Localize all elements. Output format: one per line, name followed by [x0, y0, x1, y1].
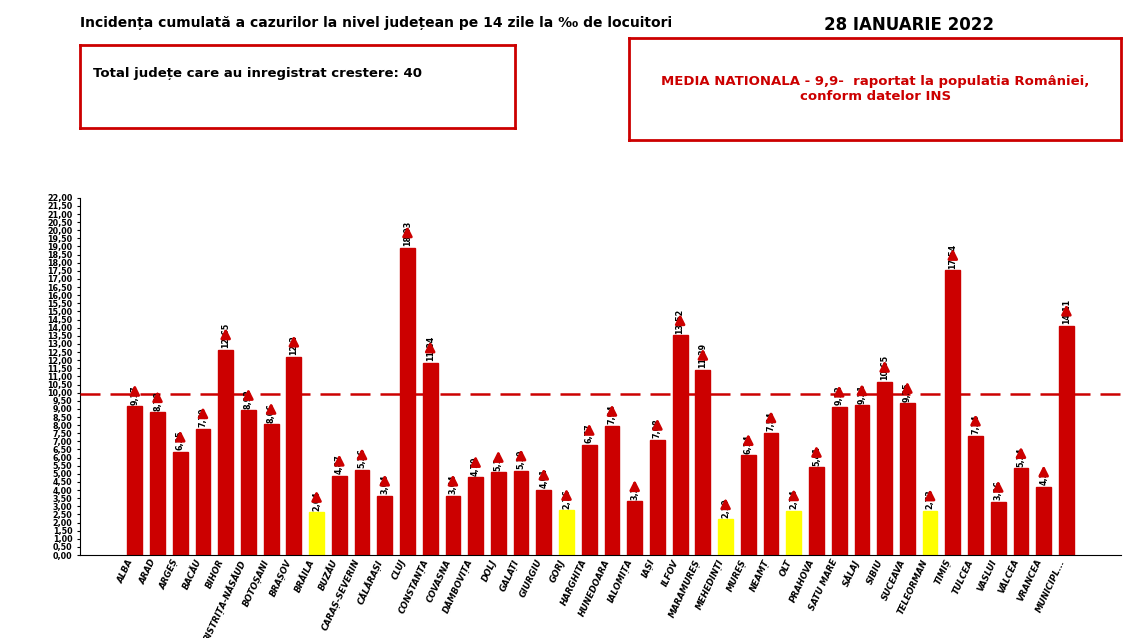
Text: 18,93: 18,93: [403, 221, 412, 246]
Bar: [400, 248, 415, 555]
Text: 11,84: 11,84: [426, 336, 435, 361]
Text: 9,35: 9,35: [903, 382, 912, 401]
Text: 3,64: 3,64: [380, 475, 389, 494]
Bar: [241, 410, 256, 555]
Bar: [673, 336, 688, 555]
Bar: [423, 363, 437, 555]
Bar: [173, 452, 188, 555]
Bar: [945, 271, 960, 555]
Text: 5,41: 5,41: [812, 446, 821, 466]
Bar: [718, 519, 733, 555]
Text: 8,78: 8,78: [153, 391, 162, 411]
Bar: [627, 501, 642, 555]
Bar: [968, 436, 983, 555]
Text: MEDIA NATIONALA - 9,9-  raportat la populatia României,
conform datelor INS: MEDIA NATIONALA - 9,9- raportat la popul…: [661, 75, 1089, 103]
Text: 9,12: 9,12: [835, 385, 843, 405]
Text: 7,08: 7,08: [653, 419, 662, 438]
Text: 13,52: 13,52: [676, 309, 684, 334]
Text: 4,01: 4,01: [539, 469, 548, 488]
Text: 3,26: 3,26: [994, 481, 1003, 500]
Text: 3,64: 3,64: [448, 475, 458, 494]
Text: 5,19: 5,19: [517, 450, 525, 469]
Bar: [1036, 487, 1051, 555]
Text: 9,21: 9,21: [857, 384, 866, 404]
Bar: [378, 496, 392, 555]
Bar: [809, 467, 824, 555]
Bar: [764, 433, 778, 555]
Text: 11,39: 11,39: [698, 343, 707, 369]
Bar: [1014, 468, 1028, 555]
Bar: [514, 471, 529, 555]
Text: 4,87: 4,87: [335, 455, 344, 474]
Text: 8,92: 8,92: [244, 389, 253, 408]
Text: 7,94: 7,94: [607, 405, 617, 424]
Text: 5,1: 5,1: [494, 456, 503, 471]
Text: 5,34: 5,34: [1017, 447, 1025, 467]
Text: 4,79: 4,79: [471, 456, 480, 476]
Bar: [696, 370, 710, 555]
Bar: [786, 510, 801, 555]
Bar: [855, 406, 869, 555]
Bar: [900, 403, 915, 555]
Bar: [491, 472, 506, 555]
Text: 7,54: 7,54: [766, 412, 776, 431]
Text: 14,11: 14,11: [1062, 299, 1071, 324]
Text: 2,19: 2,19: [721, 498, 730, 518]
Bar: [650, 440, 665, 555]
Text: 6,35: 6,35: [176, 431, 184, 450]
Bar: [582, 445, 597, 555]
Bar: [355, 470, 370, 555]
Text: 4,2: 4,2: [1039, 471, 1048, 486]
Bar: [877, 382, 892, 555]
Text: 7,34: 7,34: [971, 415, 980, 434]
Text: 28 IANUARIE 2022: 28 IANUARIE 2022: [824, 16, 994, 34]
Bar: [286, 357, 301, 555]
Bar: [1059, 326, 1074, 555]
Text: 2,74: 2,74: [789, 489, 799, 509]
Text: 2,73: 2,73: [925, 489, 935, 509]
Text: 3,3: 3,3: [630, 486, 639, 500]
Text: 8,06: 8,06: [267, 403, 276, 422]
Text: 17,54: 17,54: [948, 244, 958, 269]
Text: 12,65: 12,65: [221, 323, 230, 348]
Text: Total județe care au inregistrat crestere: 40: Total județe care au inregistrat crester…: [93, 67, 422, 80]
Text: Incidența cumulată a cazurilor la nivel județean pe 14 zile la ‰ de locuitori: Incidența cumulată a cazurilor la nivel …: [80, 16, 673, 30]
Bar: [309, 512, 324, 555]
Bar: [923, 511, 937, 555]
Text: 2,76: 2,76: [562, 489, 571, 508]
Bar: [445, 496, 460, 555]
Bar: [264, 424, 278, 555]
Text: 12,2: 12,2: [289, 336, 299, 355]
Text: 6,77: 6,77: [585, 424, 594, 443]
Text: 10,65: 10,65: [880, 355, 889, 380]
Bar: [196, 429, 210, 555]
Text: 2,64: 2,64: [312, 491, 321, 510]
Bar: [604, 426, 619, 555]
Bar: [127, 406, 142, 555]
Bar: [332, 476, 347, 555]
Bar: [537, 490, 551, 555]
Bar: [741, 456, 756, 555]
Text: 7,79: 7,79: [198, 407, 207, 427]
Text: 9,17: 9,17: [130, 385, 140, 404]
Bar: [219, 350, 233, 555]
Text: 5,26: 5,26: [358, 449, 366, 468]
Bar: [150, 413, 165, 555]
Bar: [559, 510, 574, 555]
Bar: [468, 477, 483, 555]
Bar: [991, 502, 1006, 555]
Bar: [832, 407, 847, 555]
Text: 6,14: 6,14: [744, 434, 753, 454]
